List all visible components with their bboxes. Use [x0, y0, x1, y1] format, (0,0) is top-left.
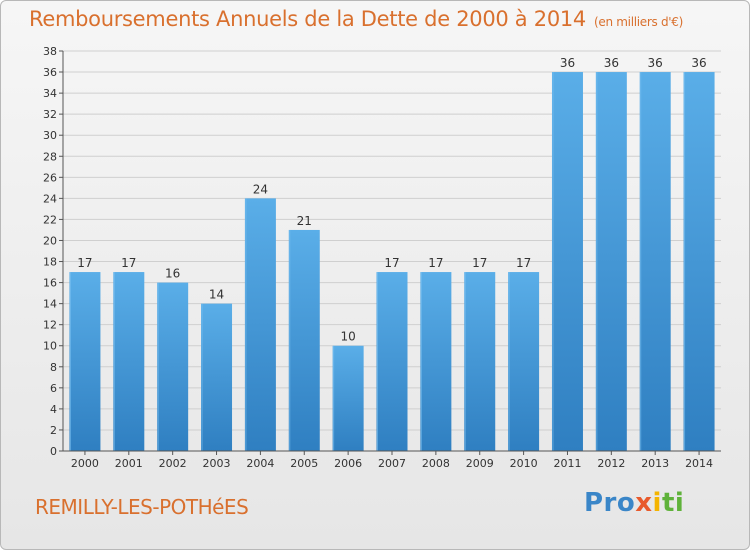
x-tick-label: 2007: [378, 457, 406, 470]
y-tick-label: 30: [43, 129, 57, 142]
x-tick-label: 2008: [422, 457, 450, 470]
y-tick-label: 24: [43, 192, 57, 205]
bar: [244, 198, 276, 451]
logo-part-3: i: [652, 488, 662, 518]
bar: [69, 272, 101, 451]
y-tick-label: 6: [50, 382, 57, 395]
data-label: 36: [604, 56, 619, 70]
y-tick-label: 10: [43, 340, 57, 353]
y-tick-label: 8: [50, 361, 57, 374]
x-tick-label: 2011: [553, 457, 581, 470]
data-label: 10: [340, 330, 355, 344]
data-label: 17: [472, 256, 487, 270]
bar: [376, 272, 408, 451]
y-tick-label: 12: [43, 319, 57, 332]
y-tick-label: 32: [43, 108, 57, 121]
x-tick-label: 2014: [685, 457, 713, 470]
chart-title: Remboursements Annuels de la Dette de 20…: [29, 7, 683, 31]
x-tick-label: 2009: [466, 457, 494, 470]
data-label: 24: [253, 182, 268, 196]
y-tick-label: 28: [43, 150, 57, 163]
y-tick-label: 14: [43, 298, 57, 311]
y-tick-label: 2: [50, 424, 57, 437]
bar: [420, 272, 452, 451]
chart-unit-note: (en milliers d'€): [594, 15, 684, 29]
x-tick-label: 2010: [510, 457, 538, 470]
city-name: REMILLY-LES-POTHéES: [35, 495, 249, 519]
y-tick-label: 38: [43, 45, 57, 58]
data-label: 17: [516, 256, 531, 270]
x-tick-label: 2002: [159, 457, 187, 470]
data-label: 36: [560, 56, 575, 70]
x-tick-label: 2006: [334, 457, 362, 470]
x-tick-label: 2000: [71, 457, 99, 470]
data-label: 36: [691, 56, 706, 70]
y-tick-label: 22: [43, 213, 57, 226]
data-label: 17: [121, 256, 136, 270]
logo-part-1: Pro: [584, 488, 636, 518]
x-tick-label: 2012: [597, 457, 625, 470]
y-tick-label: 20: [43, 234, 57, 247]
y-tick-label: 36: [43, 66, 57, 79]
bar: [683, 72, 715, 451]
y-tick-label: 34: [43, 87, 57, 100]
data-label: 36: [648, 56, 663, 70]
bar: [464, 272, 496, 451]
y-tick-label: 18: [43, 256, 57, 269]
data-label: 17: [384, 256, 399, 270]
x-tick-label: 2001: [115, 457, 143, 470]
bar: [595, 72, 627, 451]
x-tick-label: 2013: [641, 457, 669, 470]
x-tick-label: 2005: [290, 457, 318, 470]
y-tick-label: 26: [43, 171, 57, 184]
y-tick-label: 16: [43, 277, 57, 290]
bar: [113, 272, 145, 451]
bar: [551, 72, 583, 451]
data-label: 17: [77, 256, 92, 270]
x-tick-label: 2003: [203, 457, 231, 470]
bar: [332, 345, 364, 451]
data-label: 21: [297, 214, 312, 228]
bar: [201, 303, 233, 451]
y-tick-label: 4: [50, 403, 57, 416]
bar: [288, 229, 320, 451]
data-label: 14: [209, 288, 224, 302]
bar: [639, 72, 671, 451]
data-label: 16: [165, 267, 180, 281]
data-label: 17: [428, 256, 443, 270]
logo-part-4: ti: [661, 488, 685, 518]
x-tick-label: 2004: [246, 457, 274, 470]
bar: [508, 272, 540, 451]
chart-title-text: Remboursements Annuels de la Dette de 20…: [29, 7, 586, 31]
y-tick-label: 0: [50, 445, 57, 458]
bar: [157, 282, 189, 451]
proxiti-logo: Proxiti: [584, 488, 684, 518]
logo-part-2: x: [635, 488, 653, 518]
